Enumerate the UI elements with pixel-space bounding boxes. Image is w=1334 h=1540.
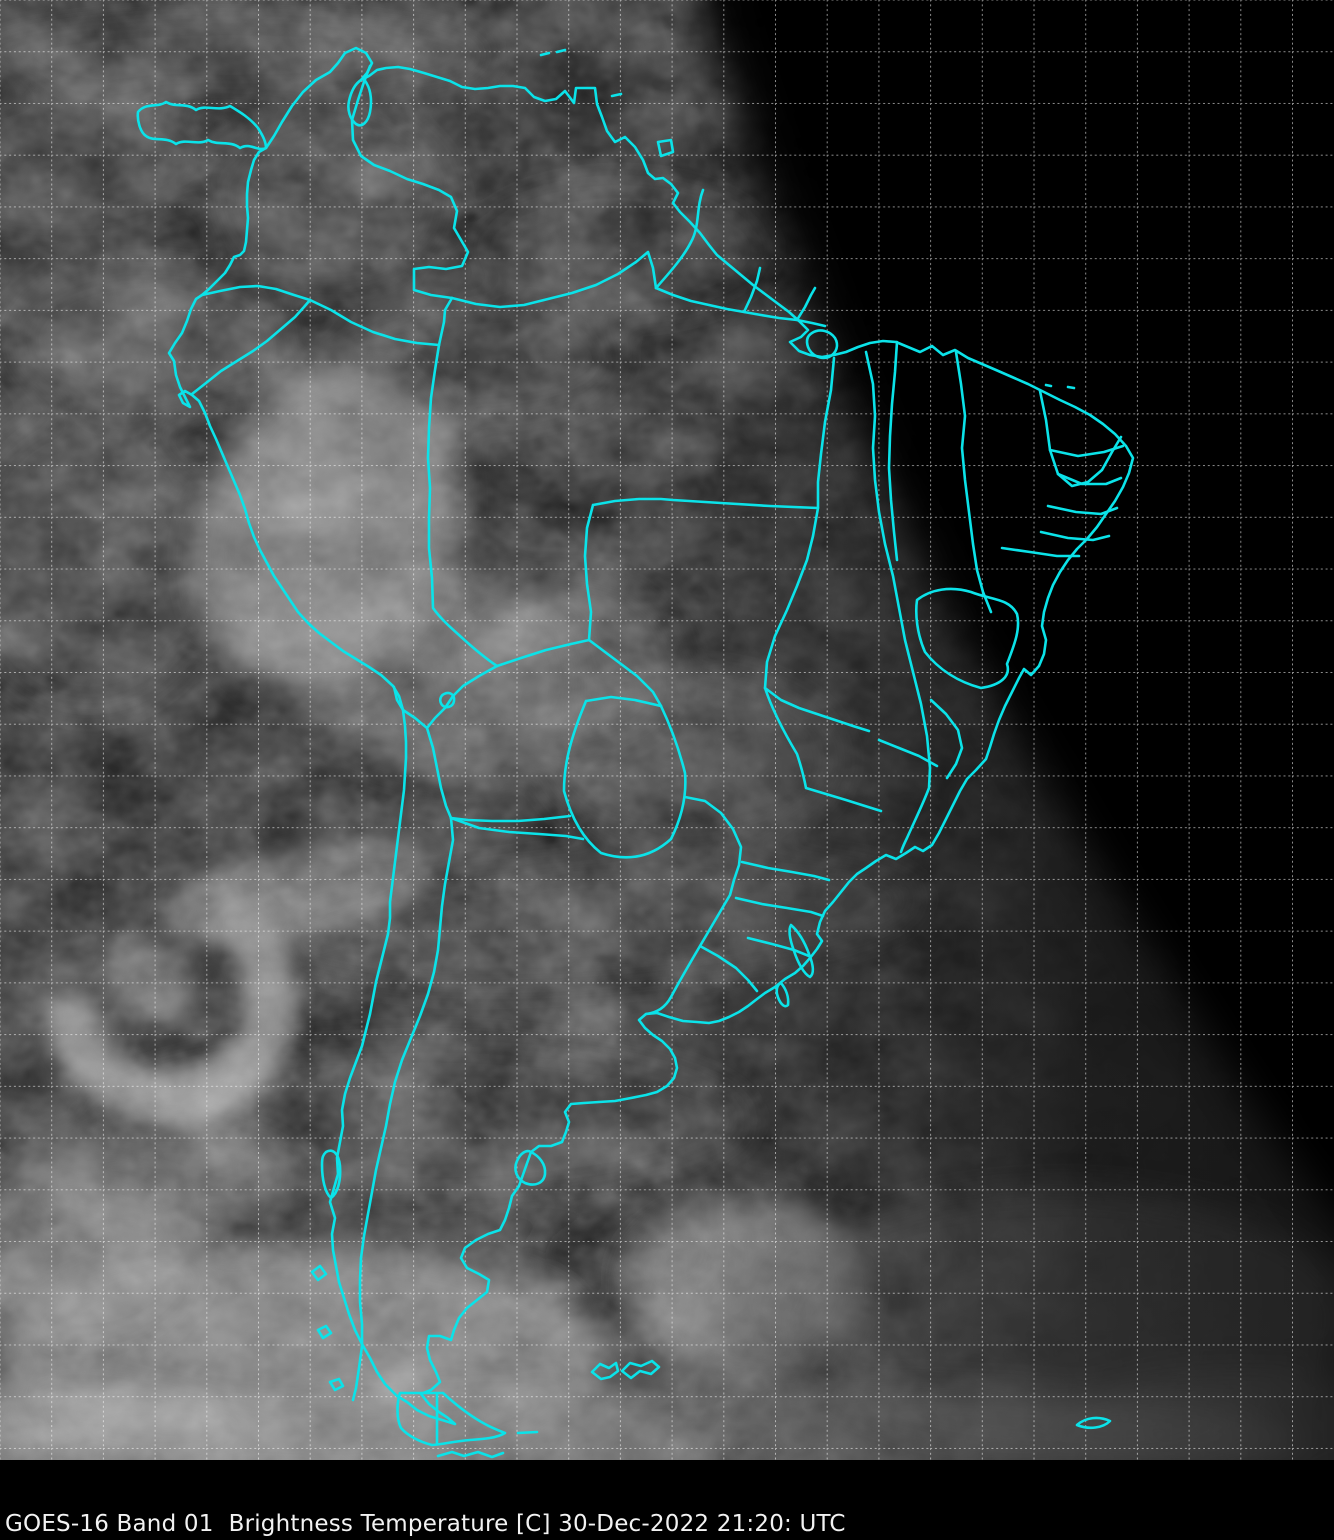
island-fernando-de-noronha: [1044, 383, 1076, 390]
panama-coastline: [136, 100, 268, 151]
falkland-east: [620, 1359, 661, 1380]
island-south-georgia: [1075, 1416, 1112, 1430]
cape-horn-islets: [436, 1450, 505, 1459]
satellite-map: [0, 0, 1334, 1460]
peninsula-valdes: [514, 1149, 547, 1186]
patagonia-fjord-islets: [310, 1264, 345, 1392]
continent-coastline: [167, 46, 1135, 1426]
caption-bar: GOES-16 Band 01 Brightness Temperature […: [0, 1460, 1334, 1540]
satellite-image: [0, 0, 1334, 1460]
lake-titicaca: [438, 691, 456, 709]
border-overlay: [136, 46, 1135, 1459]
lagoa-mirim: [775, 981, 790, 1008]
caption-text: GOES-16 Band 01 Brightness Temperature […: [5, 1511, 846, 1537]
lagoa-dos-patos: [788, 923, 815, 979]
island-trinidad: [656, 138, 675, 158]
falkland-west: [590, 1361, 620, 1381]
lake-maracaibo: [347, 77, 373, 127]
islet-dash: [516, 1430, 539, 1435]
state-borders: [734, 340, 1125, 958]
country-borders: [190, 64, 827, 1402]
latlon-grid: [0, 0, 1334, 1460]
island-chiloe: [320, 1149, 342, 1200]
island-marajo: [805, 329, 839, 360]
island-antilles: [539, 48, 623, 98]
tierra-del-fuego: [396, 1391, 507, 1447]
